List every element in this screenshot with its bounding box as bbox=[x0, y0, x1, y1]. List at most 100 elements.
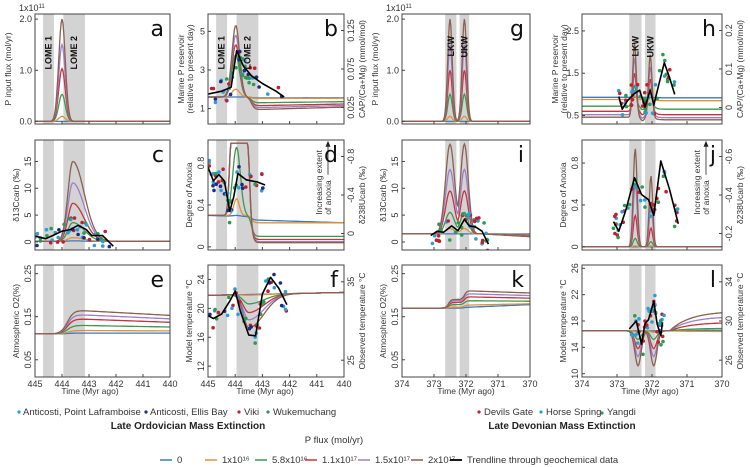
x-tick-label: 440 bbox=[162, 379, 177, 389]
panel-letter-e: e bbox=[150, 268, 164, 293]
anoxia-annotation: Increasing extent bbox=[314, 149, 324, 214]
x-tick-label: 372 bbox=[644, 379, 659, 389]
panel-letter-a: a bbox=[151, 17, 164, 42]
y-tick-label: 0.8 bbox=[570, 157, 580, 170]
data-point bbox=[675, 207, 680, 211]
data-point bbox=[430, 241, 435, 246]
model-curve-2x10^17 bbox=[35, 160, 170, 243]
data-point bbox=[643, 198, 647, 202]
y-tick-label: 22 bbox=[570, 290, 580, 300]
data-point bbox=[62, 222, 66, 227]
data-point bbox=[261, 186, 265, 190]
data-point bbox=[437, 222, 442, 227]
data-point bbox=[279, 303, 284, 308]
y2-axis-label: δ238Ucarb (‰) bbox=[735, 166, 745, 224]
data-point bbox=[101, 244, 105, 248]
y-scale-exponent: 11 bbox=[39, 4, 46, 10]
y-tick-label: 5 bbox=[200, 26, 205, 36]
data-point bbox=[230, 306, 234, 311]
event-band bbox=[236, 265, 259, 377]
data-point bbox=[482, 221, 486, 225]
x-tick-label: 370 bbox=[714, 379, 729, 389]
data-point bbox=[629, 103, 634, 107]
y-axis-label: Atmospheric O2(%) bbox=[378, 284, 388, 358]
event-band bbox=[645, 265, 656, 377]
data-point bbox=[49, 226, 53, 231]
data-point bbox=[436, 234, 441, 238]
y-scale-label: 1x1011 bbox=[19, 3, 45, 13]
data-point bbox=[446, 219, 451, 223]
y-axis-label: Degree of Anoxia bbox=[558, 162, 568, 227]
data-point bbox=[672, 80, 677, 84]
data-point bbox=[645, 326, 650, 330]
y-tick-label: 0.15 bbox=[390, 308, 400, 326]
y2-tick-label: 0.125 bbox=[346, 19, 356, 42]
data-point bbox=[211, 326, 215, 330]
x-tick-label: 440 bbox=[336, 379, 351, 389]
data-point bbox=[266, 92, 270, 96]
y-tick-label: 24 bbox=[196, 274, 206, 284]
site-marker-horse-spring bbox=[539, 410, 543, 414]
data-point bbox=[45, 234, 49, 238]
y-axis-label: Marine P reservoir bbox=[176, 34, 186, 103]
data-point bbox=[211, 184, 215, 188]
band-label: UKW bbox=[645, 36, 655, 58]
y2-tick-label: 0.1 bbox=[724, 63, 734, 76]
data-point bbox=[221, 167, 225, 171]
data-point bbox=[624, 93, 628, 98]
data-point bbox=[95, 237, 100, 242]
y2-axis-label: CAP/(Ca+Mg) (mmol/mol) bbox=[735, 20, 745, 118]
y-axis-label: P input flux (mol/yr) bbox=[3, 32, 13, 105]
data-point bbox=[466, 213, 471, 217]
data-point bbox=[247, 80, 251, 85]
model-curve-2x10^17 bbox=[582, 148, 722, 248]
data-point bbox=[480, 238, 485, 243]
y-tick-label: 0.25 bbox=[390, 265, 400, 283]
y-tick-label: 0 bbox=[390, 239, 400, 244]
plot-area bbox=[35, 265, 170, 377]
flux-legend: 0 1x10¹⁶ 5.8x10¹⁶ 1.1x10¹⁷ 1.5x10¹⁷ 2x10¹⁷ Tre… bbox=[160, 455, 619, 466]
x-tick-label: 371 bbox=[679, 379, 694, 389]
site-label: Wukemuchang bbox=[273, 407, 336, 418]
data-point bbox=[244, 316, 248, 321]
data-point bbox=[659, 343, 663, 347]
band-label: LKW bbox=[446, 36, 456, 57]
panel-letter-b: b bbox=[324, 17, 338, 42]
panel-letter-k: k bbox=[511, 268, 524, 293]
anoxia-annotation: Increasing extent bbox=[692, 149, 702, 214]
event-band bbox=[43, 140, 54, 250]
data-point bbox=[661, 174, 666, 178]
legend-label: 5.8x10¹⁶ bbox=[272, 455, 308, 466]
data-point bbox=[72, 216, 77, 220]
model-curve-0 bbox=[208, 214, 344, 224]
model-curve-2x10^17 bbox=[402, 19, 530, 123]
y2-axis-label: CAP/(Ca+Mg) (mmol/mol) bbox=[357, 20, 367, 118]
data-point bbox=[82, 231, 86, 235]
data-point bbox=[637, 317, 641, 321]
data-point bbox=[209, 86, 214, 91]
data-point bbox=[233, 287, 237, 291]
x-tick-label: 443 bbox=[255, 379, 270, 389]
event-band bbox=[216, 265, 228, 377]
x-tick-label: 444 bbox=[54, 379, 69, 389]
y2-tick-label: 0 bbox=[346, 231, 356, 236]
data-point bbox=[227, 220, 232, 225]
x-tick-label: 370 bbox=[522, 379, 537, 389]
data-point bbox=[657, 68, 662, 73]
axes-frame bbox=[207, 264, 345, 378]
data-point bbox=[249, 174, 253, 179]
trendline bbox=[208, 276, 288, 337]
y-tick-label: 20 bbox=[196, 303, 206, 313]
data-point bbox=[668, 67, 672, 72]
data-point bbox=[227, 82, 231, 86]
data-point bbox=[253, 341, 257, 345]
legend-label: 1.5x10¹⁷ bbox=[375, 455, 411, 466]
y-tick-label: 10 bbox=[570, 369, 580, 379]
data-point bbox=[38, 239, 43, 243]
y2-tick-label: -0.4 bbox=[346, 187, 356, 203]
site-marker-devils-gate bbox=[477, 410, 481, 414]
data-point bbox=[648, 214, 653, 219]
